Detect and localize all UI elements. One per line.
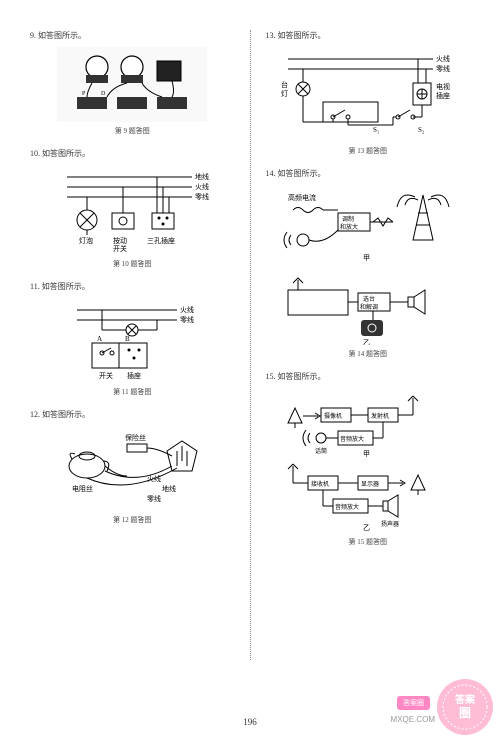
svg-text:火线: 火线 — [436, 54, 450, 63]
watermark-logo: 答案 圈 — [435, 677, 495, 737]
wire-label: 零线 — [195, 192, 209, 201]
svg-text:A: A — [97, 335, 102, 343]
svg-text:S₂: S₂ — [418, 126, 425, 134]
figure-9: P D 第 9 题答图 — [30, 47, 235, 136]
column-divider — [250, 30, 251, 660]
svg-text:摄像机: 摄像机 — [324, 412, 342, 420]
item-label: 10. 如答图所示。 — [30, 148, 235, 159]
item-label: 9. 如答图所示。 — [30, 30, 235, 41]
svg-text:和放大: 和放大 — [340, 223, 358, 231]
svg-text:插座: 插座 — [127, 371, 141, 380]
figure-10: 地线 火线 零线 — [30, 165, 235, 269]
svg-text:B: B — [125, 335, 130, 343]
item-11: 11. 如答图所示。 火线 零线 — [30, 281, 235, 397]
svg-text:甲: 甲 — [363, 450, 370, 458]
caption: 第 14 题答图 — [266, 349, 471, 359]
item-label: 11. 如答图所示。 — [30, 281, 235, 292]
figure-12: 保险丝 电阻丝 火线 地线 零线 第 12 题答图 — [30, 426, 235, 525]
svg-text:选台: 选台 — [363, 295, 375, 303]
svg-text:发射机: 发射机 — [371, 412, 389, 420]
svg-text:接收机: 接收机 — [311, 480, 329, 488]
svg-text:零线: 零线 — [436, 64, 450, 73]
svg-text:台: 台 — [281, 80, 288, 89]
item-9: 9. 如答图所示。 — [30, 30, 235, 136]
svg-text:和解调: 和解调 — [360, 303, 378, 311]
page-container: 9. 如答图所示。 — [0, 0, 500, 700]
figure-15: 摄像机 发射机 音频放大 话筒 — [266, 388, 471, 547]
svg-text:答案: 答案 — [454, 693, 476, 706]
watermark-url: MXQE.COM — [391, 715, 435, 724]
svg-text:高频电流: 高频电流 — [288, 193, 316, 202]
right-column: 13. 如答图所示。 火线 零线 台 灯 — [256, 30, 481, 660]
caption: 第 10 题答图 — [30, 259, 235, 269]
svg-text:保险丝: 保险丝 — [125, 433, 146, 442]
item-13: 13. 如答图所示。 火线 零线 台 灯 — [266, 30, 471, 156]
caption: 第 13 题答图 — [266, 146, 471, 156]
svg-text:音频放大: 音频放大 — [335, 503, 359, 511]
watermark-badge: 答案圈 — [397, 696, 430, 710]
item-label: 15. 如答图所示。 — [266, 371, 471, 382]
svg-text:话筒: 话筒 — [315, 447, 327, 455]
item-label: 14. 如答图所示。 — [266, 168, 471, 179]
svg-text:零线: 零线 — [180, 315, 194, 324]
svg-text:甲: 甲 — [363, 254, 370, 262]
caption: 第 15 题答图 — [266, 537, 471, 547]
item-15: 15. 如答图所示。 摄像机 发射机 — [266, 371, 471, 547]
svg-text:电视: 电视 — [436, 82, 450, 91]
svg-text:插座: 插座 — [436, 91, 450, 100]
svg-text:显示器: 显示器 — [361, 481, 379, 488]
item-14: 14. 如答图所示。 高频电流 调制 和放大 — [266, 168, 471, 359]
element-label: 灯泡 — [79, 236, 93, 245]
item-label: 13. 如答图所示。 — [266, 30, 471, 41]
item-label: 12. 如答图所示。 — [30, 409, 235, 420]
left-column: 9. 如答图所示。 — [20, 30, 245, 660]
figure-14: 高频电流 调制 和放大 — [266, 185, 471, 359]
svg-text:零线: 零线 — [147, 494, 161, 503]
svg-text:开关: 开关 — [113, 244, 127, 253]
element-label: 按动 — [113, 236, 127, 245]
caption: 第 9 题答图 — [30, 126, 235, 136]
svg-text:扬声器: 扬声器 — [381, 520, 399, 528]
svg-text:D: D — [101, 91, 106, 97]
svg-text:调制: 调制 — [342, 215, 354, 223]
svg-text:火线: 火线 — [147, 474, 161, 483]
svg-text:圈: 圈 — [459, 705, 471, 720]
caption: 第 11 题答图 — [30, 387, 235, 397]
element-label: 三孔插座 — [147, 236, 175, 245]
figure-11: 火线 零线 A B — [30, 298, 235, 397]
item-10: 10. 如答图所示。 地线 火线 零线 — [30, 148, 235, 269]
svg-text:火线: 火线 — [180, 305, 194, 314]
wire-label: 地线 — [195, 172, 209, 181]
svg-text:乙: 乙 — [363, 339, 370, 345]
svg-text:乙: 乙 — [363, 524, 370, 532]
caption: 第 12 题答图 — [30, 515, 235, 525]
svg-text:S₁: S₁ — [373, 126, 379, 134]
svg-text:地线: 地线 — [162, 484, 176, 493]
svg-text:灯: 灯 — [281, 89, 288, 98]
item-12: 12. 如答图所示。 保险丝 — [30, 409, 235, 525]
svg-text:电阻丝: 电阻丝 — [72, 484, 93, 493]
svg-text:开关: 开关 — [99, 371, 113, 380]
figure-13: 火线 零线 台 灯 电视 插座 — [266, 47, 471, 156]
wire-label: 火线 — [195, 182, 209, 191]
svg-text:音频放大: 音频放大 — [340, 435, 364, 443]
